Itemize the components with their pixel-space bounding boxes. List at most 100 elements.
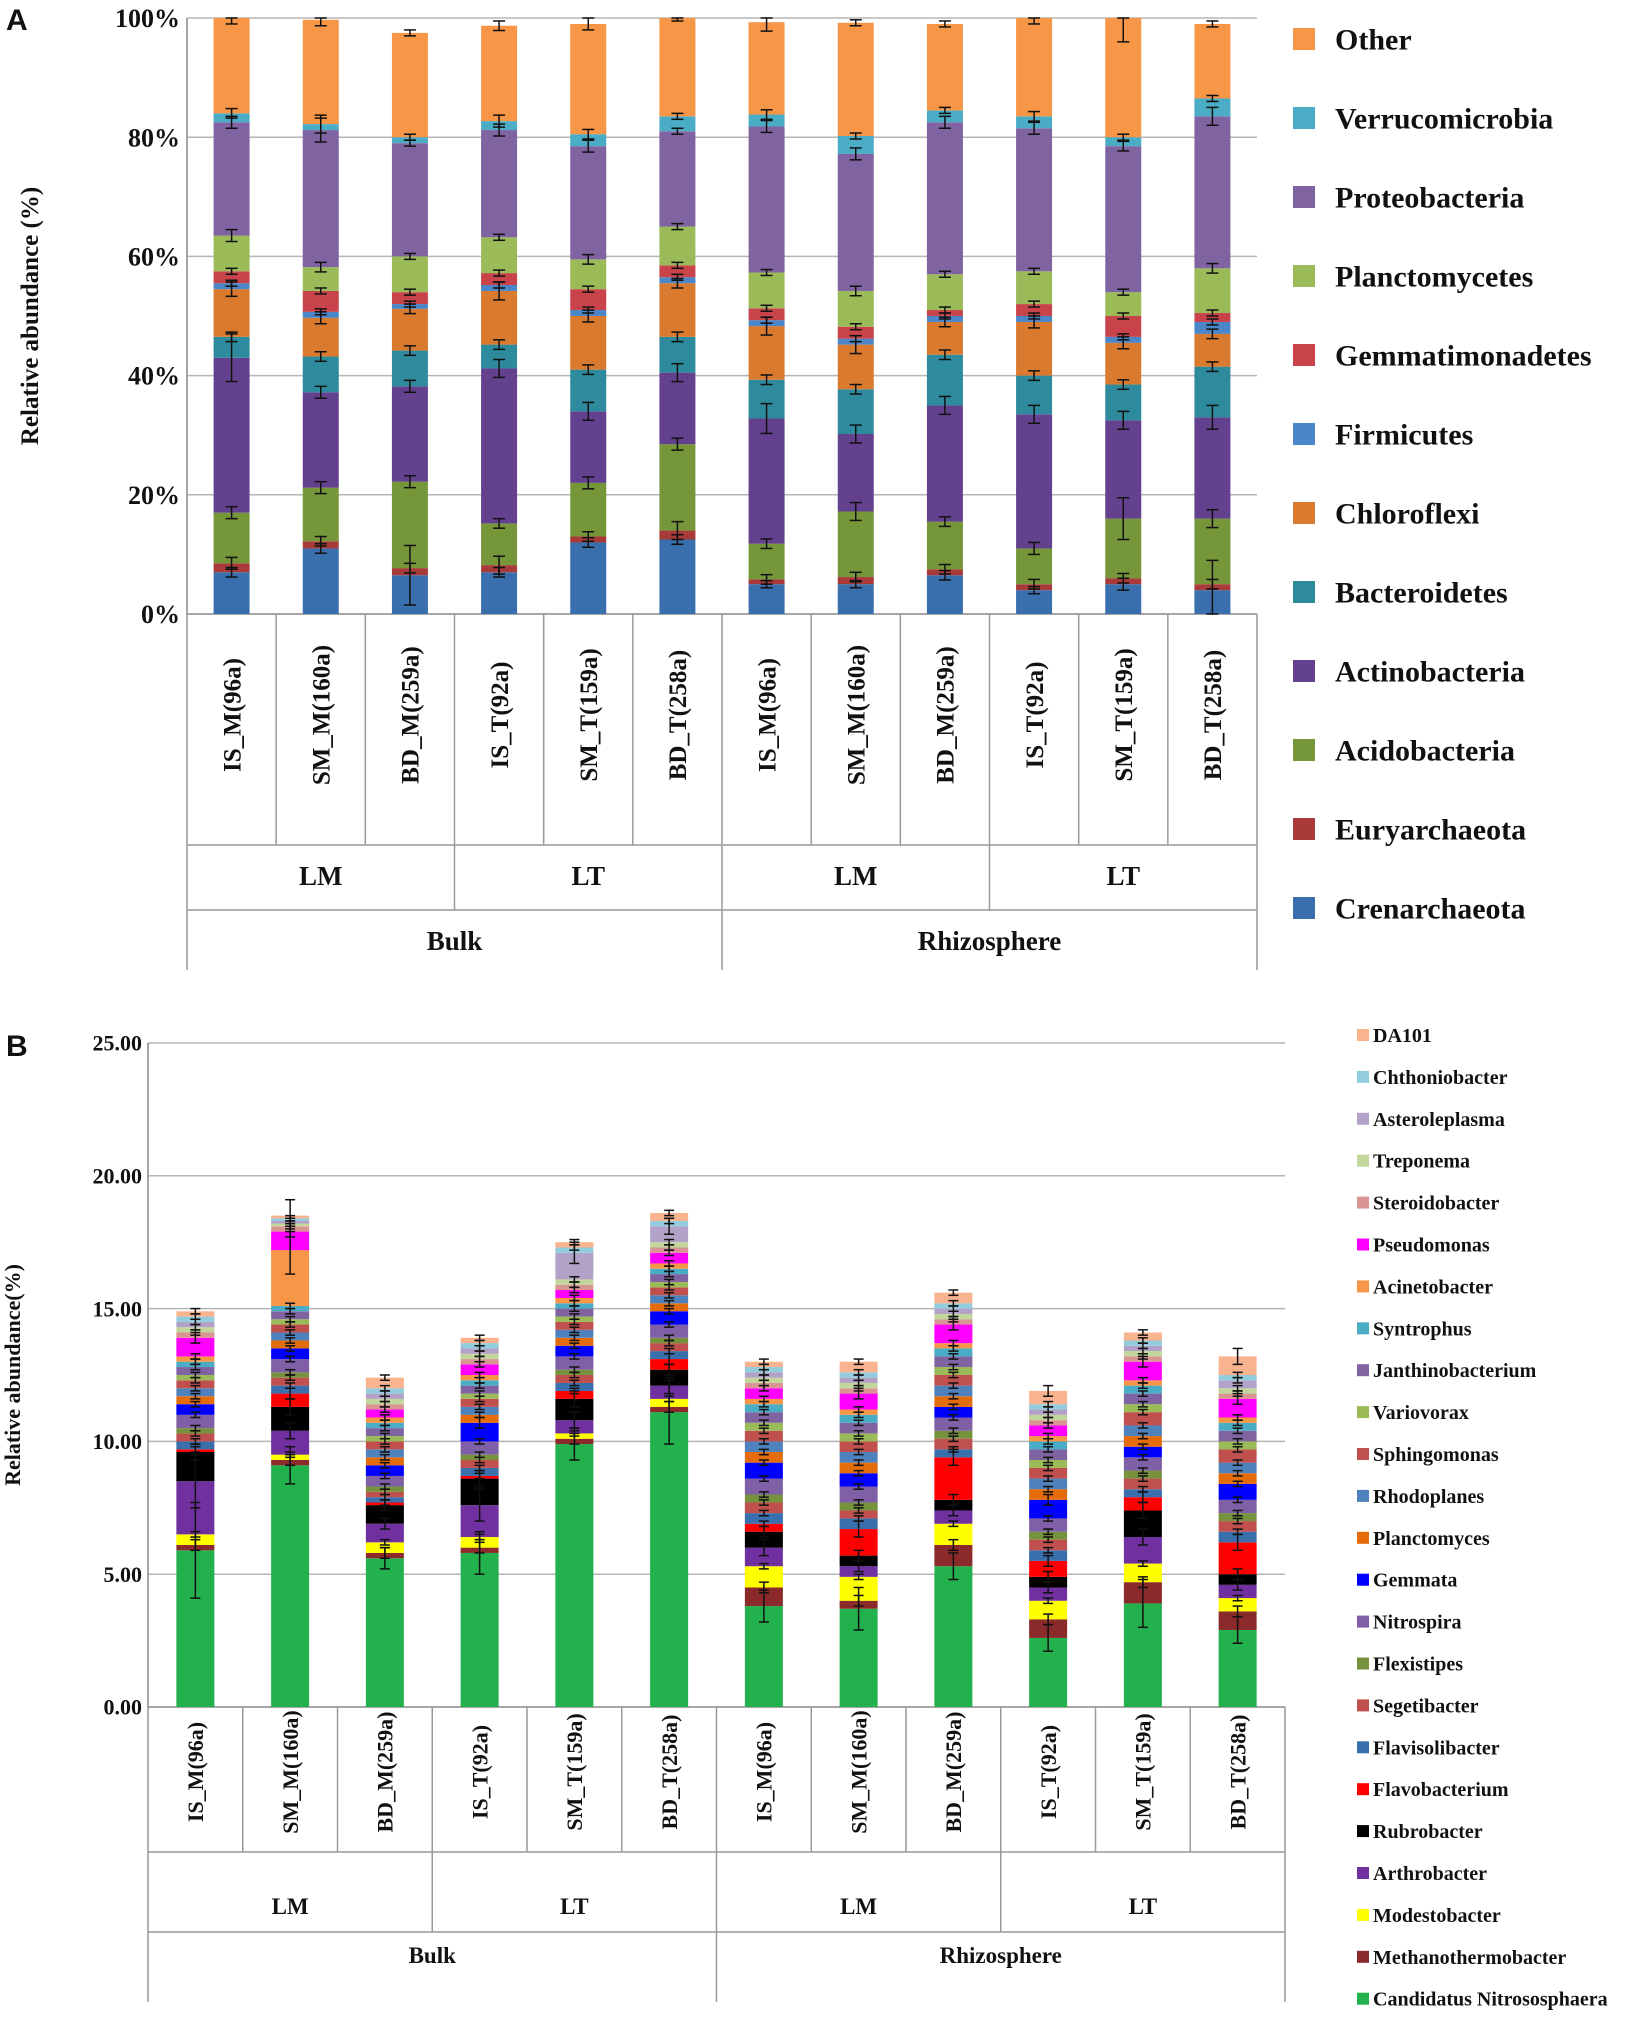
a-bar-segment xyxy=(837,326,874,339)
a-bar-segment xyxy=(1105,292,1142,316)
a-y-axis-label: Relative abundance (%) xyxy=(17,187,44,445)
b-legend-label: Asteroleplasma xyxy=(1373,1109,1505,1131)
a-legend-swatch xyxy=(1293,186,1315,208)
b-bar-segment xyxy=(460,1364,499,1375)
a-category-label: IS_M(96a) xyxy=(219,658,246,772)
b-bar-segment xyxy=(365,1441,404,1450)
b-bar-segment xyxy=(1029,1518,1068,1532)
a-category-label: BD_M(259a) xyxy=(933,646,960,783)
b-y-tick-label: 25.00 xyxy=(93,1031,143,1056)
b-bar-segment xyxy=(365,1377,404,1389)
b-legend-label: Segetibacter xyxy=(1373,1695,1479,1717)
b-legend-swatch xyxy=(1357,1950,1369,1963)
b-bar-segment xyxy=(744,1547,783,1567)
a-legend-label: Bacteroidetes xyxy=(1335,577,1508,610)
a-bar-segment xyxy=(659,116,696,132)
b-bar-segment xyxy=(1123,1425,1162,1437)
b-bar-segment xyxy=(460,1422,499,1442)
b-bar-segment xyxy=(650,1311,689,1325)
a-category-label: SM_T(159a) xyxy=(576,648,603,781)
b-legend-label: Steroidobacter xyxy=(1373,1193,1499,1215)
a-bar-segment xyxy=(1194,313,1231,322)
chart-b: 0.00 5.00 10.00 15.00 20.00 25.00 Relative abu… xyxy=(0,1025,1608,2011)
a-bar-segment xyxy=(926,274,963,311)
b-bar-segment xyxy=(1123,1361,1162,1381)
b-legend-swatch xyxy=(1357,1280,1369,1293)
b-bar-segment xyxy=(1218,1398,1257,1418)
b-bar-segment xyxy=(365,1505,404,1524)
b-legend-label: Chthoniobacter xyxy=(1373,1067,1508,1089)
b-category-label: BD_T(258a) xyxy=(1225,1715,1250,1830)
b-bar-segment xyxy=(1218,1380,1257,1389)
a-bar-segment xyxy=(570,542,607,614)
a-category-label: BD_M(259a) xyxy=(398,646,425,783)
b-legend-label: Rubrobacter xyxy=(1373,1821,1483,1843)
a-bar-segment xyxy=(570,146,607,260)
b-bar-segment xyxy=(839,1462,878,1474)
b-bar-segment xyxy=(271,1348,310,1360)
b-bar-segment xyxy=(1218,1422,1257,1431)
b-bar-segment xyxy=(650,1343,689,1352)
b-bar-segment xyxy=(1123,1404,1162,1413)
a-bar-segment xyxy=(213,512,250,564)
b-y-tick-label: 5.00 xyxy=(104,1562,143,1587)
b-bar-segment xyxy=(1029,1587,1068,1601)
a-bar-segment xyxy=(926,405,963,522)
b-bar-segment xyxy=(460,1406,499,1415)
a-bar-segment xyxy=(1016,590,1053,614)
b-bar-segment xyxy=(555,1321,594,1330)
b-legend-label: Nitrospira xyxy=(1373,1612,1462,1634)
b-bar-segment xyxy=(839,1441,878,1453)
b-treatment-label: Bulk xyxy=(409,1943,457,1968)
a-legend-label: Planctomycetes xyxy=(1335,261,1533,294)
b-bar-segment xyxy=(934,1324,973,1344)
b-bar-segment xyxy=(176,1414,215,1429)
a-bar-segment xyxy=(659,131,696,227)
b-bar-segment xyxy=(934,1523,973,1545)
b-bar-segment xyxy=(460,1459,499,1468)
b-bar-segment xyxy=(934,1396,973,1407)
a-y-tick-label: 40% xyxy=(128,362,180,391)
b-bar-segment xyxy=(650,1287,689,1296)
a-bar-segment xyxy=(302,548,339,614)
b-bar-segment xyxy=(839,1393,878,1410)
b-legend-swatch xyxy=(1357,1908,1369,1921)
a-legend-label: Acidobacteria xyxy=(1335,735,1515,768)
a-bar-segment xyxy=(1194,417,1231,519)
a-bar-segment xyxy=(391,308,428,351)
b-legend-label: Flavisolibacter xyxy=(1373,1737,1500,1759)
b-y-tick-label: 0.00 xyxy=(104,1695,143,1720)
b-bar-segment xyxy=(1123,1332,1162,1341)
a-treatment-label: Rhizosphere xyxy=(918,926,1062,956)
b-legend-swatch xyxy=(1357,1657,1369,1670)
a-group-label: LM xyxy=(299,861,343,891)
b-category-label: SM_T(159a) xyxy=(562,1713,587,1830)
b-legend-swatch xyxy=(1357,1029,1369,1041)
a-bar-segment xyxy=(481,368,518,524)
b-bar-segment xyxy=(176,1396,215,1405)
b-legend-label: Flavobacterium xyxy=(1373,1779,1509,1801)
b-bar-segment xyxy=(176,1380,215,1389)
a-bar-segment xyxy=(481,344,518,369)
a-bar-segment xyxy=(1105,342,1142,385)
b-bar-segment xyxy=(555,1382,594,1391)
a-bar-segment xyxy=(1194,268,1231,314)
b-bar-segment xyxy=(1218,1473,1257,1484)
b-bar-segment xyxy=(650,1274,689,1283)
a-y-tick-label: 80% xyxy=(128,123,180,152)
a-bar-segment xyxy=(837,153,874,291)
b-bar-segment xyxy=(1123,1412,1162,1426)
a-bar-segment xyxy=(837,434,874,512)
a-legend-swatch xyxy=(1293,28,1315,50)
b-bar-segment xyxy=(1029,1600,1068,1620)
b-legend-label: Gemmata xyxy=(1373,1570,1457,1592)
b-bar-segment xyxy=(1218,1462,1257,1474)
a-legend-swatch xyxy=(1293,107,1315,129)
a-bar-segment xyxy=(837,136,874,154)
b-bar-segment xyxy=(460,1441,499,1455)
b-bar-segment xyxy=(934,1367,973,1375)
b-bar-segment xyxy=(744,1404,783,1413)
b-legend-label: Variovorax xyxy=(1373,1402,1469,1424)
a-legend-swatch xyxy=(1293,502,1315,524)
